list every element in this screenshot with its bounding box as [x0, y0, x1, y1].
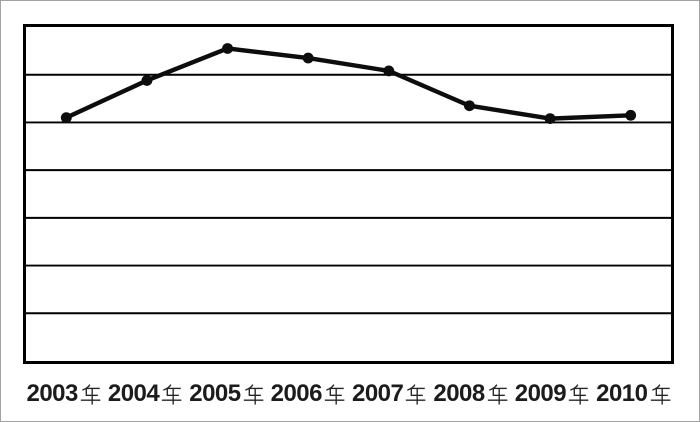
data-point-marker [222, 43, 234, 54]
x-axis-year-text: 2003 [26, 380, 78, 407]
year-suffix-nian-glyph [161, 384, 182, 405]
year-suffix-nian-glyph [487, 384, 508, 405]
line-chart [26, 43, 671, 315]
year-suffix-nian-glyph [80, 384, 101, 405]
year-suffix-nian-glyph [324, 384, 345, 405]
data-point-marker [60, 112, 72, 124]
x-axis-year-text: 2005 [189, 380, 241, 407]
data-series-line [64, 46, 633, 121]
x-axis-year-text: 2006 [270, 380, 323, 407]
data-point-marker [302, 52, 314, 64]
data-point-marker [544, 113, 556, 125]
x-axis-label-2008: 2008 [430, 378, 511, 410]
data-point-marker [463, 100, 475, 112]
x-axis-label-2009: 2009 [511, 378, 592, 410]
x-axis-label-2003: 2003 [23, 378, 104, 410]
x-axis-year-text: 2010 [596, 380, 648, 407]
year-suffix-nian-glyph [405, 384, 426, 405]
x-axis-label-2010: 2010 [593, 378, 674, 410]
x-axis-year-text: 2009 [514, 380, 567, 407]
year-suffix-nian-glyph [568, 384, 589, 405]
x-axis-year-text: 2004 [107, 380, 160, 407]
plot-area [23, 24, 674, 364]
data-point-marker [383, 65, 395, 77]
x-axis-label-2006: 2006 [267, 378, 348, 410]
x-axis-year-text: 2008 [433, 380, 485, 407]
x-axis: 2003 2004 2005 2006 2007 2008 2009 2010 [23, 378, 674, 410]
year-suffix-nian-glyph [650, 384, 671, 405]
year-suffix-nian-glyph [243, 384, 264, 405]
x-axis-label-2007: 2007 [349, 378, 430, 410]
data-point-marker [625, 109, 637, 121]
x-axis-label-2004: 2004 [104, 378, 185, 410]
x-axis-year-text: 2007 [351, 380, 404, 407]
data-point-marker [141, 75, 153, 86]
x-axis-label-2005: 2005 [186, 378, 267, 410]
